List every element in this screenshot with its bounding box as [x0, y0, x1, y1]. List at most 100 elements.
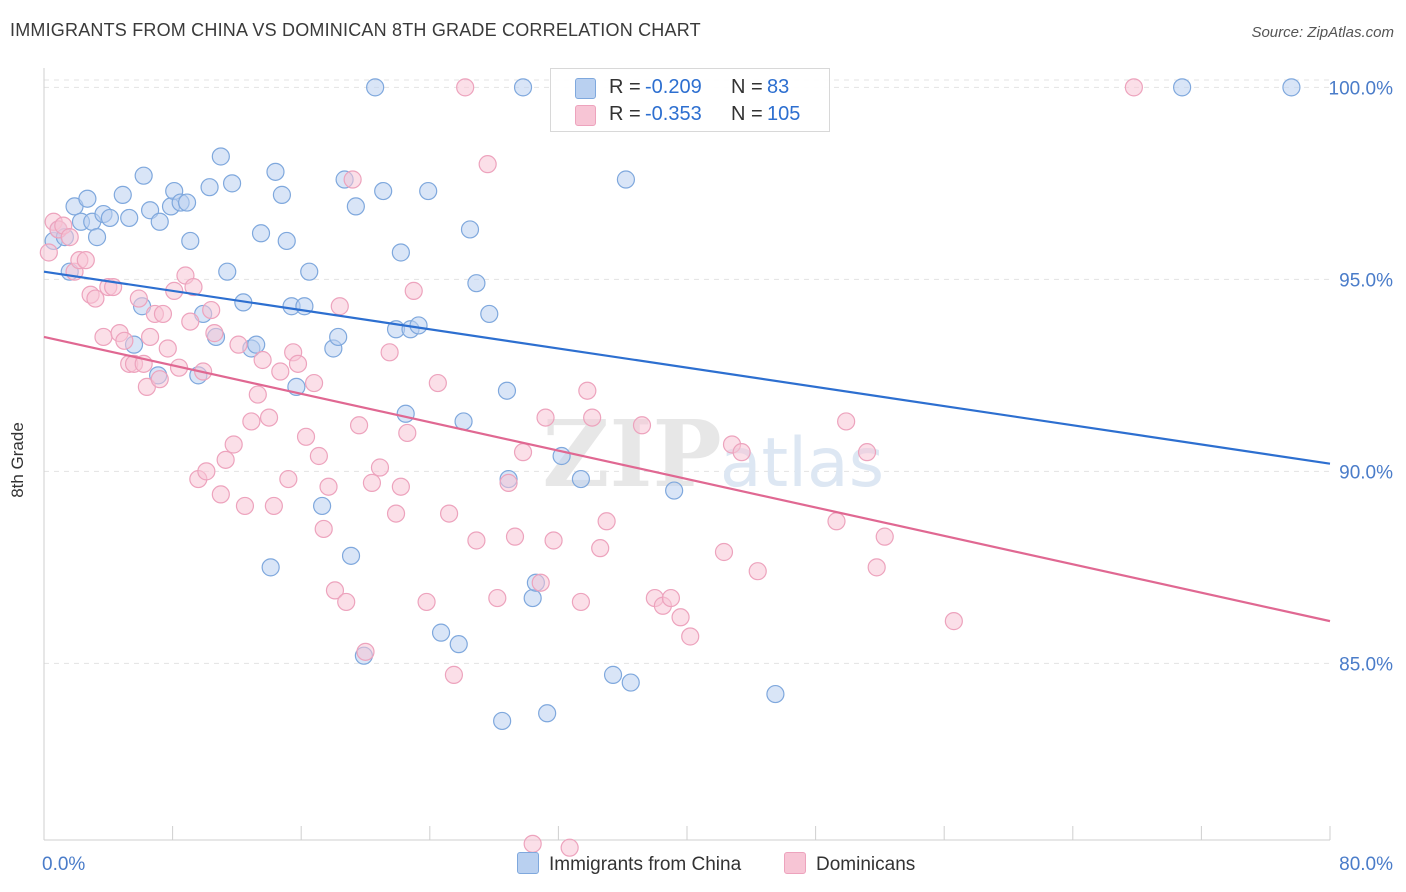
- dominican-point: [129, 289, 148, 308]
- dominican-point: [202, 300, 221, 320]
- china-point: [366, 78, 385, 97]
- china-point: [396, 404, 415, 423]
- dominican-point: [671, 608, 690, 627]
- dominican-point: [296, 427, 316, 446]
- china-point: [222, 174, 242, 193]
- china-point: [467, 274, 486, 293]
- dominican-point: [94, 327, 113, 347]
- dominican-point: [309, 446, 328, 466]
- dominican-point: [181, 312, 200, 331]
- china-point: [480, 304, 499, 324]
- dominican-point: [224, 435, 243, 454]
- bottom-legend-swatch-china: [517, 852, 539, 874]
- china-point: [272, 185, 292, 204]
- dominican-point: [370, 458, 390, 477]
- dominican-point: [248, 385, 267, 404]
- dominican-point: [428, 373, 447, 393]
- dominican-point: [362, 473, 382, 492]
- source-note: Source: ZipAtlas.com: [1251, 24, 1394, 41]
- bottom-legend-dominicans: Dominicans: [784, 852, 915, 876]
- china-point: [603, 665, 623, 684]
- dominican-point: [857, 443, 877, 462]
- dominican-point: [499, 473, 518, 492]
- china-point: [1282, 78, 1301, 97]
- china-point: [1173, 78, 1192, 97]
- china-point: [346, 197, 365, 216]
- china-point: [78, 189, 97, 208]
- dominican-point: [314, 519, 333, 539]
- china-point: [523, 588, 542, 608]
- dominican-point: [216, 450, 235, 469]
- dominican-point: [259, 408, 279, 427]
- dominican-point: [583, 408, 602, 427]
- dominican-point: [271, 362, 290, 381]
- dominican-point: [279, 469, 298, 489]
- dominican-point: [536, 408, 555, 427]
- dominican-point: [467, 531, 486, 550]
- dominican-point: [417, 592, 436, 612]
- dominican-point: [867, 558, 886, 577]
- dominican-point: [349, 416, 369, 435]
- china-point: [218, 262, 237, 281]
- china-point: [120, 208, 139, 228]
- china-point: [200, 178, 219, 197]
- grid-lines: [44, 79, 1330, 664]
- dominican-point: [288, 354, 308, 373]
- china-point: [312, 496, 332, 516]
- bottom-legend-label-dominicans: Dominicans: [816, 854, 916, 875]
- dominican-point: [391, 477, 410, 496]
- legend-r-label: R =: [609, 103, 641, 125]
- china-point: [211, 147, 230, 166]
- china-point: [621, 673, 640, 692]
- dominican-point: [578, 381, 597, 400]
- dominican-point: [242, 412, 261, 431]
- dominican-point: [76, 251, 95, 270]
- dominican-point: [1124, 78, 1143, 97]
- dominican-point: [456, 78, 475, 97]
- x-tick-label-max: 80.0%: [1339, 854, 1393, 875]
- china-point: [374, 181, 393, 201]
- dominican-point: [380, 343, 399, 362]
- watermark-atlas: atlas: [720, 424, 884, 503]
- china-point: [419, 181, 438, 201]
- dominican-point: [591, 539, 610, 558]
- dominican-point: [827, 512, 846, 531]
- dominican-point: [544, 531, 563, 550]
- dominican-point: [560, 838, 579, 857]
- dominican-point: [184, 277, 203, 297]
- dominican-point: [158, 339, 177, 358]
- china-point: [409, 316, 428, 335]
- dominican-trend-line: [43, 335, 1331, 623]
- china-point: [766, 684, 785, 704]
- dominican-point: [264, 496, 283, 516]
- bottom-legend-china: Immigrants from China: [517, 852, 741, 876]
- y-tick-label: 100.0%: [1329, 78, 1394, 99]
- dominican-point: [488, 588, 507, 608]
- china-point: [391, 243, 410, 262]
- dominican-point: [325, 581, 345, 600]
- dominican-point: [211, 485, 230, 504]
- dominican-point: [404, 281, 423, 300]
- dominican-point: [837, 412, 856, 431]
- legend-r-value-dominicans: -0.353: [645, 103, 702, 125]
- dominican-point: [235, 496, 255, 516]
- bottom-legend-label-china: Immigrants from China: [549, 854, 742, 875]
- dominican-point: [205, 324, 224, 343]
- legend-r-value-china: -0.209: [645, 76, 702, 98]
- china-point: [266, 162, 285, 181]
- dominican-point: [319, 477, 338, 496]
- y-tick-label: 90.0%: [1339, 462, 1393, 483]
- tick-labels: 85.0% 90.0% 95.0% 100.0% 0.0% 80.0%: [42, 78, 1393, 875]
- y-tick-label: 85.0%: [1339, 654, 1393, 675]
- china-point: [538, 704, 557, 723]
- dominican-point: [944, 612, 963, 631]
- legend-n-value-china: 83: [767, 76, 790, 98]
- china-point: [497, 381, 517, 400]
- correlation-legend: R = -0.209 N = 83 R = -0.353 N = 105: [550, 68, 830, 132]
- dominican-point: [505, 527, 525, 546]
- china-point: [134, 166, 153, 185]
- china-point: [251, 224, 271, 243]
- china-point: [571, 469, 591, 489]
- china-point: [460, 220, 480, 239]
- dominican-point: [681, 627, 700, 646]
